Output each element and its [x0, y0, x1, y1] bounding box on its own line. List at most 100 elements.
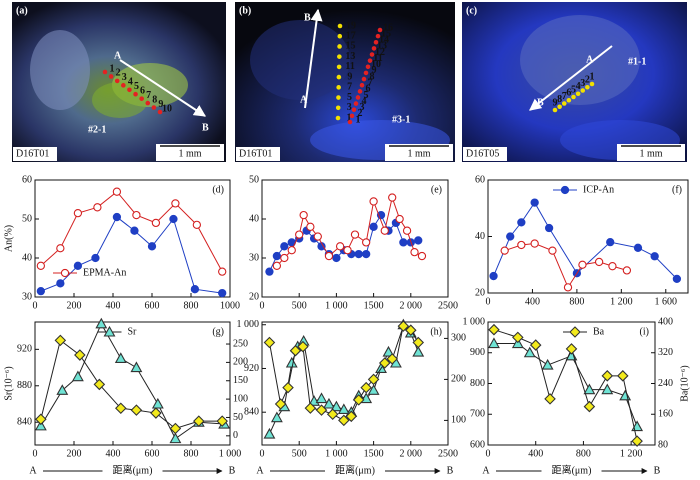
diamond-marker — [352, 394, 365, 406]
x-tick-label: 2500 — [438, 300, 458, 311]
scale-label: 1 mm — [639, 148, 662, 159]
sample-label: D16T05 — [466, 148, 499, 159]
circle-marker — [354, 249, 363, 259]
x-tick-label: 1000 — [220, 300, 240, 311]
circle-marker — [395, 214, 404, 224]
spot — [121, 83, 126, 88]
panel-label: (a) — [16, 5, 28, 16]
plot-frame — [34, 179, 231, 298]
y-tick-label: 920 — [17, 344, 32, 355]
spot-number: 9 — [347, 71, 352, 82]
circle-marker — [56, 244, 65, 253]
y-tick-label: 60 — [22, 174, 32, 185]
x-axis-end: B — [654, 465, 661, 476]
circle-marker — [218, 267, 227, 276]
spot-number: 8 — [557, 94, 562, 105]
x-tick-label: 1 200 — [610, 296, 633, 307]
spot-number: 6 — [566, 88, 571, 99]
x-tick-label: 800 — [576, 448, 591, 459]
spot-number: 5 — [571, 84, 576, 95]
circle-marker — [417, 251, 427, 261]
y-tick-label: 60 — [475, 174, 485, 185]
diamond-marker — [326, 408, 339, 421]
circle-marker — [36, 286, 45, 296]
sample-label: D16T01 — [239, 148, 272, 159]
spot — [108, 74, 114, 79]
spot — [127, 87, 132, 93]
spot-number: 1 — [110, 63, 115, 74]
circle-marker — [147, 242, 157, 251]
triangle-marker — [71, 370, 84, 382]
y-tick-label: 30 — [22, 291, 32, 302]
y2-tick-label: 300 — [451, 333, 466, 344]
circle-marker — [280, 253, 289, 263]
panel-label: (d) — [212, 184, 224, 195]
diamond-marker — [405, 324, 417, 336]
spot-label: #2-1 — [88, 124, 106, 135]
x-tick-label: 400 — [106, 300, 121, 311]
y-tick-label: 700 — [470, 409, 485, 420]
spot — [589, 81, 595, 87]
spot-number: 3 — [122, 72, 127, 83]
x-tick-label: 0 — [486, 448, 491, 459]
circle-marker — [299, 210, 308, 220]
spot-number: 11 — [345, 61, 354, 72]
diamond-marker — [74, 349, 86, 361]
x-tick-label: 1500 — [364, 448, 384, 459]
x-tick-label: 1500 — [364, 300, 384, 311]
circle-marker — [130, 226, 139, 235]
x-tick-label: 1 600 — [655, 296, 678, 307]
x-axis-start: A — [482, 465, 490, 476]
spot — [361, 76, 367, 82]
circle-marker — [335, 242, 345, 251]
sample-label: D16T01 — [16, 148, 49, 159]
diamond-marker — [115, 402, 127, 415]
circle-marker — [506, 232, 515, 241]
x-axis-label: 距离(μm) — [552, 463, 592, 476]
circle-marker — [190, 285, 200, 294]
y-tick-label: 600 — [470, 439, 485, 450]
spot — [571, 94, 576, 100]
triangle-marker — [34, 419, 47, 431]
circle-marker — [578, 260, 587, 269]
y2-tick-label: 0 — [233, 430, 238, 441]
diamond-marker — [397, 320, 410, 332]
panel-label: (c) — [466, 5, 477, 16]
x-tick-label: 400 — [528, 448, 543, 459]
legend-label: EPMA-An — [83, 267, 126, 278]
diamond-marker — [367, 373, 380, 386]
diamond-marker — [601, 370, 614, 382]
spot — [355, 95, 361, 100]
y-tick-label: 900 — [470, 347, 485, 358]
profile-end: B — [304, 12, 311, 23]
spot — [337, 54, 342, 59]
profile-start: A — [586, 54, 594, 65]
spot — [337, 44, 342, 49]
spot-number: 2 — [358, 108, 363, 119]
circle-marker — [362, 249, 371, 259]
triangle-marker — [263, 427, 276, 439]
circle-marker — [608, 262, 617, 271]
diamond-marker — [631, 435, 643, 447]
spot-number: 13 — [345, 51, 355, 62]
y-tick-label: 40 — [249, 213, 259, 224]
series-line — [493, 201, 678, 280]
spot-number: 11 — [373, 53, 382, 64]
y-axis-label: Sr(10⁻⁶) — [3, 366, 14, 400]
y2-tick-label: 400 — [658, 316, 673, 327]
spot — [337, 23, 343, 29]
circle-marker — [544, 223, 554, 233]
diamond-marker — [150, 407, 162, 419]
circle-marker — [36, 261, 45, 270]
triangle-marker — [114, 352, 127, 363]
profile-end: B — [202, 122, 209, 133]
circle-marker — [399, 238, 408, 247]
scale-label: 1 mm — [407, 148, 430, 159]
spot — [337, 33, 343, 39]
diamond-marker — [315, 404, 328, 416]
y2-tick-label: 160 — [658, 409, 673, 420]
spot-number: 9 — [158, 99, 163, 110]
spot-number: 4 — [576, 81, 581, 92]
circle-marker — [112, 187, 122, 196]
